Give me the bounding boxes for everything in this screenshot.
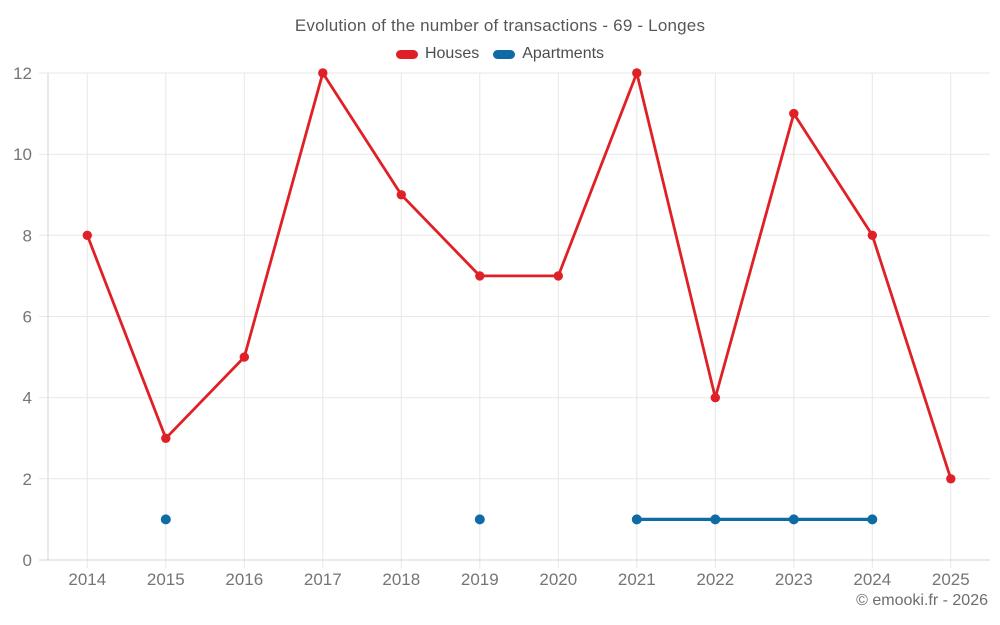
x-tick-label: 2024	[853, 570, 891, 589]
data-point[interactable]	[788, 514, 799, 525]
y-tick-label: 12	[13, 64, 32, 83]
x-tick-label: 2016	[225, 570, 263, 589]
x-tick-label: 2014	[68, 570, 106, 589]
apartments-legend-label: Apartments	[522, 45, 605, 62]
y-tick-label: 2	[23, 470, 32, 489]
y-tick-label: 0	[23, 551, 32, 570]
data-point[interactable]	[475, 271, 485, 281]
x-tick-label: 2020	[539, 570, 577, 589]
series-houses[interactable]	[82, 68, 956, 484]
x-tick-label: 2023	[775, 570, 813, 589]
x-tick-label: 2018	[382, 570, 420, 589]
y-tick-label: 6	[23, 308, 32, 327]
data-point[interactable]	[160, 514, 171, 525]
data-point[interactable]	[553, 271, 563, 281]
y-tick-label: 10	[13, 145, 32, 164]
houses-legend-label: Houses	[424, 45, 480, 62]
data-point[interactable]	[474, 514, 485, 525]
data-point[interactable]	[789, 108, 799, 119]
y-tick-label: 8	[23, 226, 32, 245]
grid-and-axes: 0 2 4 6 8 10 12 2014 2015 2016 2017 2018 2019 2020 202…	[13, 64, 990, 589]
series-apartments[interactable]	[160, 514, 878, 525]
houses-legend-swatch-icon	[395, 49, 418, 59]
data-point[interactable]	[632, 68, 642, 78]
data-point[interactable]	[867, 514, 878, 525]
legend-item-houses[interactable]: Houses	[395, 45, 480, 63]
apartments-legend-swatch-icon	[493, 49, 516, 59]
x-tick-label: 2022	[696, 570, 734, 589]
x-tick-label: 2021	[618, 570, 656, 589]
data-point[interactable]	[239, 352, 249, 362]
data-point[interactable]	[396, 190, 406, 200]
chart-title: Evolution of the number of transactions …	[294, 16, 706, 35]
data-point[interactable]	[946, 474, 956, 484]
series-line	[85, 71, 953, 480]
data-point[interactable]	[867, 230, 877, 240]
x-tick-label: 2025	[932, 570, 970, 589]
x-tick-label: 2015	[147, 570, 185, 589]
x-tick-label: 2019	[461, 570, 499, 589]
data-point[interactable]	[161, 433, 171, 443]
data-point[interactable]	[82, 230, 93, 240]
data-point[interactable]	[631, 514, 642, 525]
data-point[interactable]	[710, 514, 721, 525]
copyright-footer: © emooki.fr - 2026	[856, 592, 988, 609]
legend: Houses Apartments	[0, 45, 1000, 63]
y-tick-label: 4	[23, 389, 32, 408]
data-point[interactable]	[318, 68, 328, 78]
legend-item-apartments[interactable]: Apartments	[493, 45, 604, 63]
data-point[interactable]	[710, 393, 720, 403]
x-tick-label: 2017	[304, 570, 342, 589]
